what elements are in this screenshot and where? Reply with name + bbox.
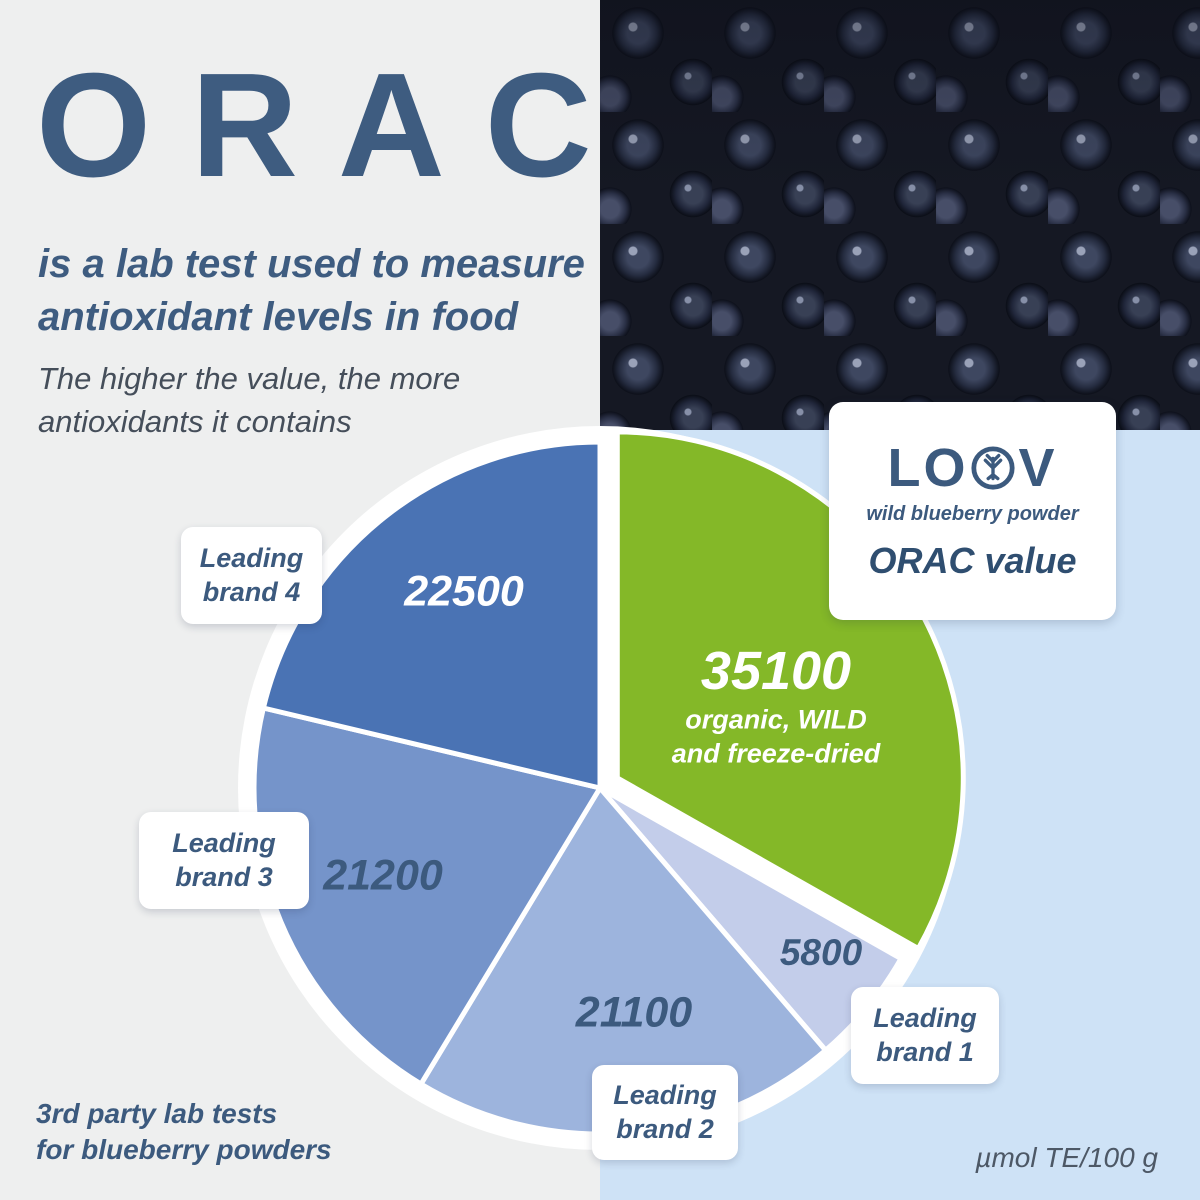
pie-note-loov: organic, WILD and freeze-dried: [671, 704, 881, 768]
pie-value-leading-brand-4: 22500: [404, 567, 524, 616]
tagline-line-2: antioxidants it contains: [38, 403, 352, 439]
label-card-leading-brand-1: Leading brand 1: [851, 987, 999, 1084]
tagline-line-1: The higher the value, the more: [38, 361, 461, 396]
pie-value-leading-brand-3: 21200: [323, 851, 443, 900]
loov-tree-icon: [971, 445, 1016, 490]
loov-orac-card: LO V wild blueberry powder ORAC value: [829, 402, 1116, 620]
loov-subtitle: wild blueberry powder: [866, 502, 1079, 525]
pie-value-leading-brand-1: 5800: [779, 932, 863, 973]
source-note-line-1: 3rd party lab tests: [36, 1098, 278, 1129]
subtitle-line-2: antioxidant levels in food: [38, 294, 519, 339]
orac-value-label: ORAC value: [868, 539, 1077, 581]
subtitle-line-1: is a lab test used to measure: [38, 242, 585, 286]
pie-slice-leading-brand-3: [251, 705, 603, 1087]
subtitle: is a lab test used to measure antioxidan…: [38, 238, 585, 344]
pie-slice-leading-brand-4: [260, 439, 603, 791]
source-note-line-2: for blueberry powders: [36, 1134, 332, 1166]
pie-value-leading-brand-2: 21100: [575, 988, 693, 1037]
page-title: ORAC: [36, 43, 632, 208]
label-card-leading-brand-4: Leading brand 4: [181, 527, 322, 624]
unit-note: µmol TE/100 g: [975, 1142, 1158, 1173]
loov-logo-text-lo: LO: [887, 437, 969, 498]
tagline: The higher the value, the more antioxida…: [38, 358, 460, 444]
label-card-leading-brand-3: Leading brand 3: [139, 812, 309, 909]
label-card-leading-brand-2: Leading brand 2: [592, 1065, 738, 1160]
blueberries-photo: [600, 0, 1200, 430]
loov-logo: LO V: [887, 441, 1057, 495]
source-note: 3rd party lab tests for blueberry powder…: [36, 1096, 332, 1169]
loov-logo-text-v: V: [1018, 437, 1058, 498]
pie-value-loov: 35100: [700, 641, 852, 701]
